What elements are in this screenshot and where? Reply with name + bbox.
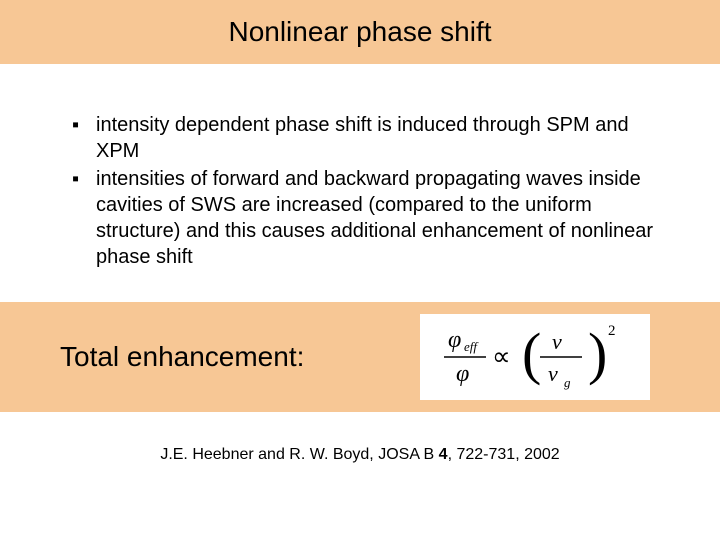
phi-denominator: φ bbox=[456, 361, 469, 387]
bullet-square-icon: ▪ bbox=[72, 166, 96, 270]
bullet-list: ▪ intensity dependent phase shift is ind… bbox=[0, 64, 720, 270]
citation-suffix: , 722-731, 2002 bbox=[448, 446, 560, 463]
nu-denominator: ν bbox=[548, 361, 558, 386]
nu-numerator: ν bbox=[552, 329, 562, 354]
enhancement-band: Total enhancement: φ eff φ ∝ ( ) ν ν g 2 bbox=[0, 302, 720, 412]
list-item: ▪ intensity dependent phase shift is ind… bbox=[72, 112, 660, 164]
left-paren: ( bbox=[522, 321, 541, 386]
citation: J.E. Heebner and R. W. Boyd, JOSA B 4, 7… bbox=[0, 446, 720, 464]
citation-prefix: J.E. Heebner and R. W. Boyd, JOSA B bbox=[160, 446, 438, 463]
formula-svg: φ eff φ ∝ ( ) ν ν g 2 bbox=[430, 317, 640, 397]
bullet-text: intensity dependent phase shift is induc… bbox=[96, 112, 660, 164]
page-title: Nonlinear phase shift bbox=[228, 16, 491, 48]
title-bar: Nonlinear phase shift bbox=[0, 0, 720, 64]
formula-box: φ eff φ ∝ ( ) ν ν g 2 bbox=[420, 314, 650, 400]
proportional-symbol: ∝ bbox=[492, 342, 511, 371]
bullet-text: intensities of forward and backward prop… bbox=[96, 166, 660, 270]
enhancement-label: Total enhancement: bbox=[60, 341, 304, 373]
citation-volume: 4 bbox=[439, 446, 448, 463]
right-paren: ) bbox=[588, 321, 607, 386]
exponent-two: 2 bbox=[608, 323, 616, 339]
phi-eff-subscript: eff bbox=[464, 339, 479, 354]
nu-g-subscript: g bbox=[564, 375, 571, 390]
list-item: ▪ intensities of forward and backward pr… bbox=[72, 166, 660, 270]
bullet-square-icon: ▪ bbox=[72, 112, 96, 164]
phi-eff-numerator: φ bbox=[448, 327, 461, 353]
